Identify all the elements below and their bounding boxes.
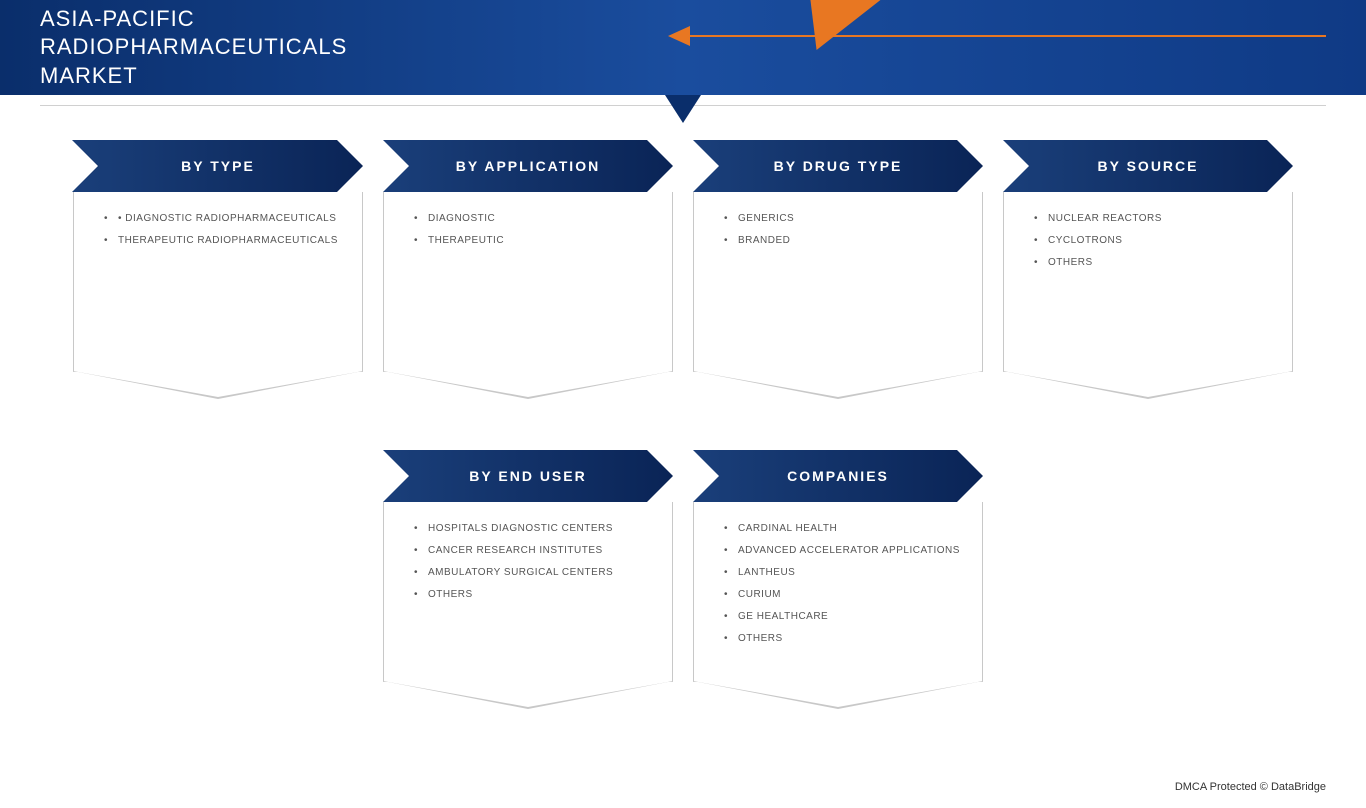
center-triangle-icon [665, 95, 701, 123]
page-title: ASIA-PACIFIC RADIOPHARMACEUTICALS MARKET [40, 5, 440, 91]
category-header: BY SOURCE [1003, 140, 1293, 192]
list-item: AMBULATORY SURGICAL CENTERS [414, 564, 652, 582]
list-item: THERAPEUTIC [414, 232, 652, 250]
list-item: HOSPITALS DIAGNOSTIC CENTERS [414, 520, 652, 538]
list-item: CURIUM [724, 586, 962, 604]
category-content: HOSPITALS DIAGNOSTIC CENTERS CANCER RESE… [383, 502, 673, 682]
category-drug-type: BY DRUG TYPE GENERICS BRANDED [693, 140, 983, 372]
footer-copyright: DMCA Protected © DataBridge [1175, 781, 1326, 793]
list-item: CANCER RESEARCH INSTITUTES [414, 542, 652, 560]
arrow-head-icon [668, 26, 690, 46]
list-item: CYCLOTRONS [1034, 232, 1272, 250]
list-item: ADVANCED ACCELERATOR APPLICATIONS [724, 542, 962, 560]
category-row-1: BY TYPE • DIAGNOSTIC RADIOPHARMACEUTICAL… [0, 140, 1366, 372]
category-type: BY TYPE • DIAGNOSTIC RADIOPHARMACEUTICAL… [73, 140, 363, 372]
category-source: BY SOURCE NUCLEAR REACTORS CYCLOTRONS OT… [1003, 140, 1293, 372]
category-companies: COMPANIES CARDINAL HEALTH ADVANCED ACCEL… [693, 450, 983, 682]
list-item: LANTHEUS [724, 564, 962, 582]
header-decoration [746, 0, 946, 95]
item-list: DIAGNOSTIC THERAPEUTIC [414, 210, 652, 250]
category-content: DIAGNOSTIC THERAPEUTIC [383, 192, 673, 372]
list-item: • DIAGNOSTIC RADIOPHARMACEUTICALS [104, 210, 342, 228]
list-item: CARDINAL HEALTH [724, 520, 962, 538]
category-header: BY APPLICATION [383, 140, 673, 192]
list-item: NUCLEAR REACTORS [1034, 210, 1272, 228]
list-item: THERAPEUTIC RADIOPHARMACEUTICALS [104, 232, 342, 250]
item-list: HOSPITALS DIAGNOSTIC CENTERS CANCER RESE… [414, 520, 652, 604]
category-end-user: BY END USER HOSPITALS DIAGNOSTIC CENTERS… [383, 450, 673, 682]
list-item: OTHERS [724, 630, 962, 648]
category-header: COMPANIES [693, 450, 983, 502]
list-item: OTHERS [414, 586, 652, 604]
header: ASIA-PACIFIC RADIOPHARMACEUTICALS MARKET [0, 0, 1366, 95]
category-header: BY TYPE [73, 140, 363, 192]
category-content: GENERICS BRANDED [693, 192, 983, 372]
category-row-2: BY END USER HOSPITALS DIAGNOSTIC CENTERS… [0, 450, 1366, 682]
category-content: CARDINAL HEALTH ADVANCED ACCELERATOR APP… [693, 502, 983, 682]
list-item: GENERICS [724, 210, 962, 228]
category-application: BY APPLICATION DIAGNOSTIC THERAPEUTIC [383, 140, 673, 372]
item-list: CARDINAL HEALTH ADVANCED ACCELERATOR APP… [724, 520, 962, 648]
category-content: NUCLEAR REACTORS CYCLOTRONS OTHERS [1003, 192, 1293, 372]
item-list: NUCLEAR REACTORS CYCLOTRONS OTHERS [1034, 210, 1272, 272]
item-list: GENERICS BRANDED [724, 210, 962, 250]
arrow-line [686, 35, 1326, 37]
list-item: GE HEALTHCARE [724, 608, 962, 626]
category-header: BY END USER [383, 450, 673, 502]
orange-stripe [782, 0, 881, 50]
item-list: • DIAGNOSTIC RADIOPHARMACEUTICALS THERAP… [104, 210, 342, 250]
category-header: BY DRUG TYPE [693, 140, 983, 192]
list-item: OTHERS [1034, 254, 1272, 272]
list-item: DIAGNOSTIC [414, 210, 652, 228]
list-item: BRANDED [724, 232, 962, 250]
category-content: • DIAGNOSTIC RADIOPHARMACEUTICALS THERAP… [73, 192, 363, 372]
